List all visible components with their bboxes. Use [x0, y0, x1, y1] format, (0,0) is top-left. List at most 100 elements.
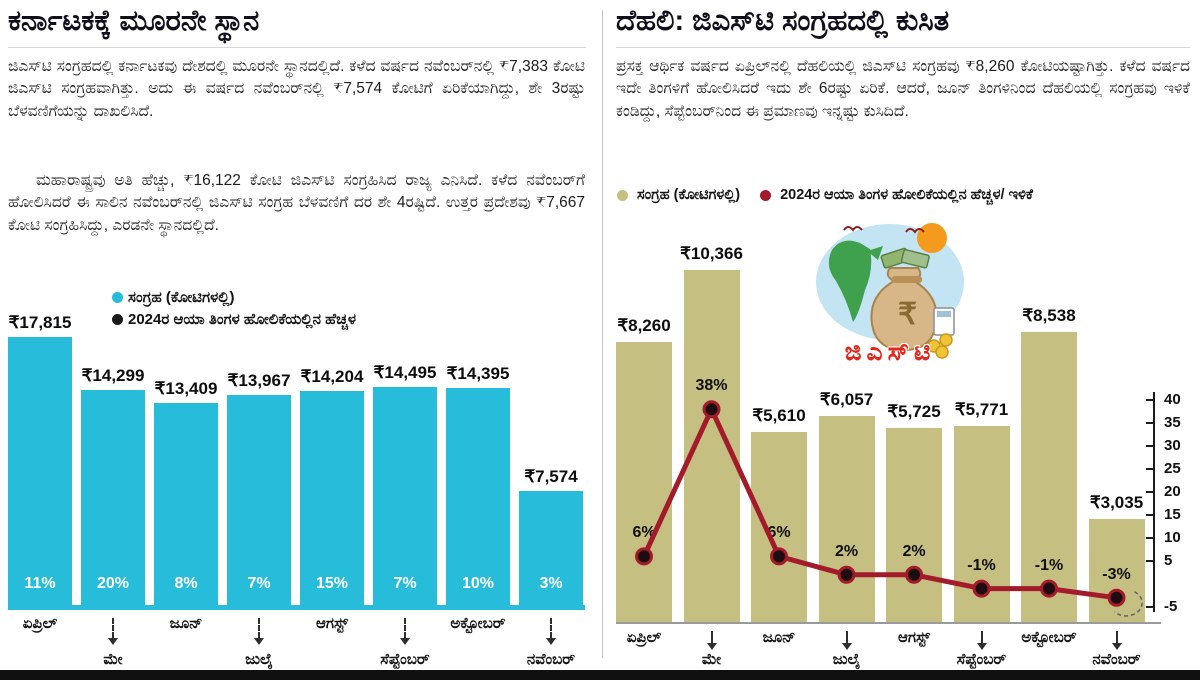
bar-value-label: ₹3,035	[1089, 493, 1144, 512]
chart-baseline	[8, 605, 585, 610]
gst-bar	[373, 387, 437, 605]
legend-collection: ಸಂಗ್ರಹ (ಕೋಟಿಗಳಲ್ಲಿ)	[617, 187, 744, 203]
y2-tick-mark	[1146, 422, 1155, 424]
y2-tick-label: 25	[1164, 460, 1181, 477]
karnataka-paragraph-1: ಜಿಎಸ್‌ಟಿ ಸಂಗ್ರಹದಲ್ಲಿ ಕರ್ನಾಟಕವು ದೇಶದಲ್ಲಿ …	[8, 58, 585, 120]
bird-icon	[905, 228, 925, 234]
y2-tick-label: 5	[1164, 552, 1173, 569]
bar-value-label: ₹8,260	[617, 316, 671, 335]
month-pointer-arrow	[258, 618, 260, 638]
rupee-symbol: ₹	[898, 298, 917, 331]
karnataka-legend: ಸಂಗ್ರಹ (ಕೋಟಿಗಳಲ್ಲಿ) 2024ರ ಆಯಾ ತಿಂಗಳ ಹೋಲಿ…	[112, 289, 356, 333]
karnataka-paragraph-2: ಮಹಾರಾಷ್ಟ್ರವು ಅತಿ ಹೆಚ್ಚು, ₹16,122 ಕೋಟಿ ಜಿ…	[8, 172, 585, 234]
month-label: ನವೆಂಬರ್	[1092, 651, 1141, 668]
gst-bar	[616, 342, 672, 622]
india-map-shape	[828, 240, 872, 322]
bar-value-label: ₹10,366	[680, 244, 743, 263]
bar-value-label: ₹7,574	[524, 467, 578, 486]
bottom-rule	[0, 670, 1200, 680]
month-pointer-arrowhead-icon	[841, 643, 852, 650]
y2-tick-mark	[1146, 606, 1155, 608]
month-pointer-arrowhead-icon	[706, 643, 717, 650]
gst-bar	[446, 388, 510, 605]
legend-collection: ಸಂಗ್ರಹ (ಕೋಟಿಗಳಲ್ಲಿ)	[112, 289, 356, 306]
month-pointer-arrow	[550, 618, 552, 638]
gst-illustration-label: ಜಿಎಸ್‌ಟಿ	[844, 338, 936, 366]
growth-legend-label: 2024ರ ಆಯಾ ತಿಂಗಳ ಹೋಲಿಕೆಯಲ್ಲಿನ ಹೆಚ್ಚಳ	[128, 311, 357, 328]
gst-bar	[519, 491, 583, 605]
growth-percent-label: 6%	[632, 524, 656, 542]
month-pointer-arrow	[112, 618, 114, 638]
bar-value-label: ₹5,771	[954, 400, 1009, 419]
y2-tick-label: 35	[1164, 414, 1181, 431]
bar-value-label: ₹14,495	[373, 363, 437, 382]
legend-growth: 2024ರ ಆಯಾ ತಿಂಗಳ ಹೋಲಿಕೆಯಲ್ಲಿನ ಹೆಚ್ಚಳ	[112, 311, 356, 328]
collection-legend-dot-icon	[617, 189, 628, 201]
y2-tick-label: 20	[1164, 483, 1181, 500]
legend-growth-decline: 2024ರ ಆಯಾ ತಿಂಗಳ ಹೋಲಿಕೆಯಲ್ಲಿನ ಹೆಚ್ಚಳ/ ಇಳಿ…	[760, 187, 1033, 203]
growth-percent-label: 3%	[539, 575, 563, 592]
growth-percent-label: 6%	[767, 524, 791, 542]
bar-value-label: ₹17,815	[8, 313, 72, 332]
chart-baseline	[616, 622, 1161, 624]
delhi-legend: ಸಂಗ್ರಹ (ಕೋಟಿಗಳಲ್ಲಿ) 2024ರ ಆಯಾ ತಿಂಗಳ ಹೋಲಿ…	[617, 187, 1049, 203]
collection-legend-label: ಸಂಗ್ರಹ (ಕೋಟಿಗಳಲ್ಲಿ)	[128, 289, 235, 306]
y2-tick-label: 10	[1164, 529, 1181, 546]
collection-legend-dot-icon	[112, 292, 123, 303]
month-pointer-arrow	[404, 618, 406, 638]
bar-value-label: ₹13,967	[227, 371, 291, 390]
sun-icon	[917, 223, 947, 253]
coin-icon	[935, 345, 949, 359]
delhi-paragraph-1: ಪ್ರಸಕ್ತ ಆರ್ಥಿಕ ವರ್ಷದ ಏಪ್ರಿಲ್‌ನಲ್ಲಿ ದೆಹಲಿ…	[616, 58, 1190, 120]
calculator-screen	[937, 311, 951, 317]
gst-bar	[818, 416, 875, 622]
month-pointer-arrowhead-icon	[254, 638, 264, 645]
bird-icon	[843, 226, 863, 232]
month-pointer-arrowhead-icon	[546, 638, 556, 645]
gst-illustration-art: ₹	[816, 223, 964, 359]
bar-value-label: ₹6,057	[819, 390, 874, 409]
india-map-northeast	[867, 246, 883, 260]
bar-value-label: ₹13,409	[154, 379, 218, 398]
money-bag-tie	[892, 276, 922, 283]
y2-tick-mark	[1146, 514, 1155, 516]
y2-tick-mark	[1146, 491, 1155, 493]
month-label: ಮೇ	[701, 651, 722, 668]
rupee-note-icon	[900, 249, 930, 269]
bar-value-label: ₹14,299	[81, 366, 145, 385]
month-label: ಏಪ್ರಿಲ್	[22, 615, 58, 632]
gst-bar	[953, 426, 1010, 622]
month-label: ಆಗಸ್ಟ್	[316, 615, 348, 632]
delhi-bar-line-chart: ₹8,260 6% ಏಪ್ರಿಲ್ ₹10,366 38% ಮೇ ₹5,610 6% ಜೂನ್ ₹…	[616, 210, 1200, 672]
y2-axis-line	[1153, 392, 1155, 612]
y2-tick-mark	[1146, 445, 1155, 447]
month-label: ಆಗಸ್ಟ್	[898, 629, 930, 646]
gst-bar	[81, 390, 145, 605]
month-label: ಜೂನ್	[169, 615, 203, 632]
y2-tick-mark	[1146, 537, 1155, 539]
month-label: ಜೂನ್	[762, 629, 796, 646]
month-label: ಜುಲೈ	[245, 651, 273, 668]
bar-value-label: ₹14,395	[446, 364, 510, 383]
gst-bar	[1021, 332, 1077, 622]
y2-tick-label: 15	[1164, 506, 1181, 523]
month-pointer-arrowhead-icon	[400, 638, 410, 645]
month-label: ಸೆಪ್ಟೆಂಬರ್	[380, 651, 430, 668]
growth-line-legend-label: 2024ರ ಆಯಾ ತಿಂಗಳ ಹೋಲಿಕೆಯಲ್ಲಿನ ಹೆಚ್ಚಳ/ ಇಳಿ…	[780, 187, 1033, 203]
karnataka-title: ಕರ್ನಾಟಕಕ್ಕೆ ಮೂರನೇ ಸ್ಥಾನ	[8, 5, 260, 37]
growth-percent-label: -3%	[1102, 565, 1131, 583]
month-label: ನವೆಂಬರ್	[526, 651, 576, 668]
gst-bar	[154, 403, 218, 605]
bar-value-label: ₹14,204	[300, 367, 364, 386]
month-pointer-arrow	[710, 631, 713, 643]
growth-percent-label: 10%	[461, 575, 495, 592]
growth-line-legend-dot-icon	[760, 189, 772, 201]
month-label: ಏಪ್ರಿಲ್	[626, 629, 662, 646]
gst-bar	[300, 391, 364, 605]
growth-percent-label: 11%	[24, 575, 56, 592]
y2-tick-label: 40	[1164, 391, 1181, 408]
month-label: ಅಕ್ಟೋಬರ್	[450, 615, 506, 632]
karnataka-bar-chart: ₹17,815 11% ಏಪ್ರಿಲ್ ₹14,299 20% ಮೇ ₹13,409 8% ಜೂ…	[8, 313, 588, 674]
month-pointer-arrow	[845, 631, 848, 643]
